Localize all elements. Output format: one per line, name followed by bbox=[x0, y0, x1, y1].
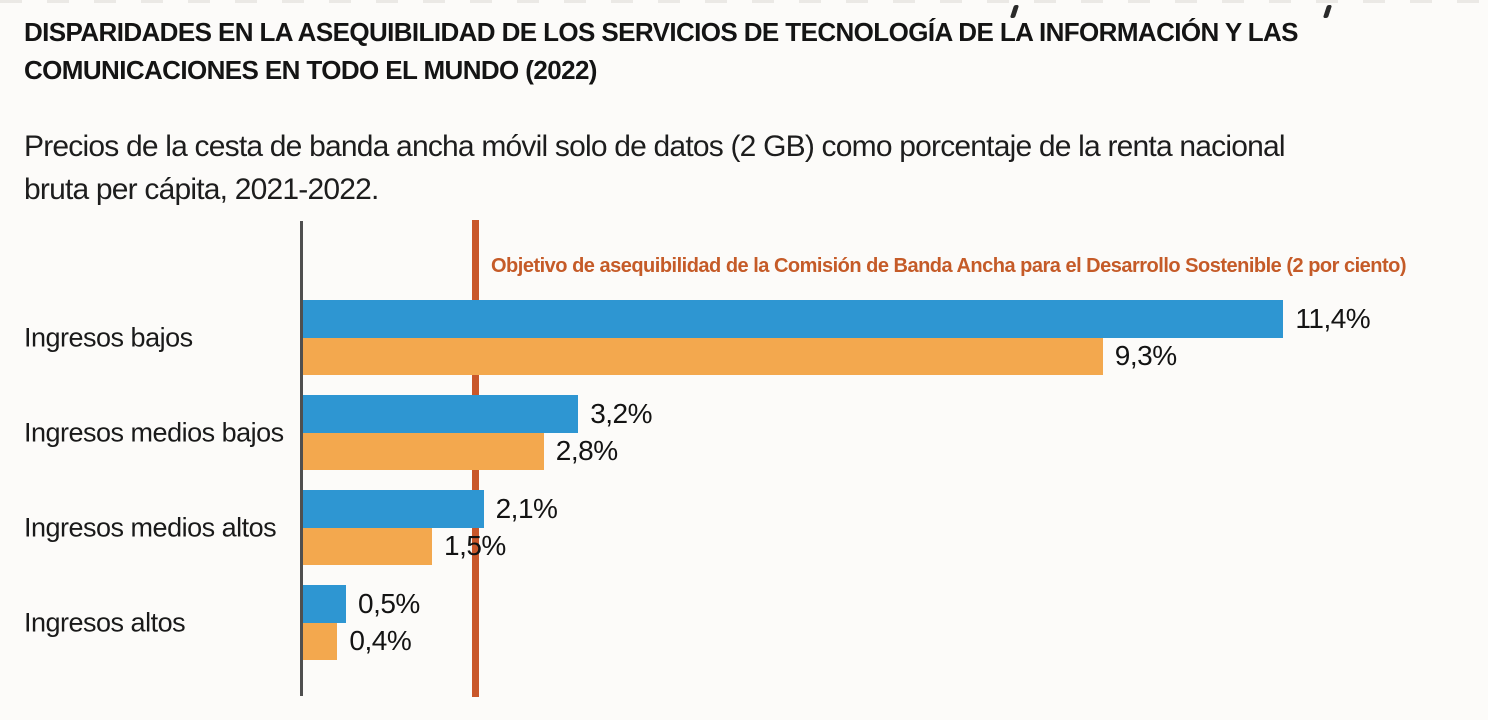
blue-bar bbox=[303, 300, 1284, 338]
category-label: Ingresos medios bajos bbox=[24, 417, 284, 447]
bar-value-label: 3,2% bbox=[590, 397, 653, 429]
page-title: DISPARIDADES EN LA ASEQUIBILIDAD DE LOS … bbox=[24, 13, 1299, 89]
page-title-line2: COMUNICACIONES EN TODO EL MUNDO (2022) bbox=[24, 55, 597, 85]
category-label: Ingresos medios altos bbox=[24, 512, 277, 542]
bar-value-label: 2,8% bbox=[555, 435, 618, 467]
blue-bar bbox=[303, 395, 579, 433]
blue-bar bbox=[303, 490, 484, 528]
orange-bar bbox=[303, 432, 544, 470]
category-label: Ingresos bajos bbox=[24, 322, 193, 352]
orange-bar bbox=[303, 527, 432, 565]
blue-bar bbox=[303, 585, 346, 623]
bar-value-label: 2,1% bbox=[495, 492, 558, 524]
bar-value-label: 1,5% bbox=[444, 530, 506, 562]
category-label: Ingresos altos bbox=[24, 607, 186, 637]
bar-value-label: 9,3% bbox=[1114, 340, 1177, 372]
bar-value-label: 11,4% bbox=[1295, 302, 1371, 334]
orange-bar bbox=[303, 622, 338, 660]
bar-value-label: 0,5% bbox=[358, 587, 420, 619]
chart-subtitle: Precios de la cesta de banda ancha móvil… bbox=[24, 125, 1286, 211]
orange-bar bbox=[303, 337, 1103, 375]
chart-subtitle-line1: Precios de la cesta de banda ancha móvil… bbox=[24, 130, 1286, 163]
bar-value-label: 0,4% bbox=[349, 625, 412, 657]
chart-subtitle-line2: bruta per cápita, 2021-2022. bbox=[24, 173, 379, 206]
page-title-line1: DISPARIDADES EN LA ASEQUIBILIDAD DE LOS … bbox=[24, 17, 1299, 47]
cropped-text-artifact bbox=[0, 0, 1488, 3]
target-threshold-label: Objetivo de asequibilidad de la Comisión… bbox=[491, 255, 1407, 277]
y-axis-line bbox=[300, 221, 303, 696]
